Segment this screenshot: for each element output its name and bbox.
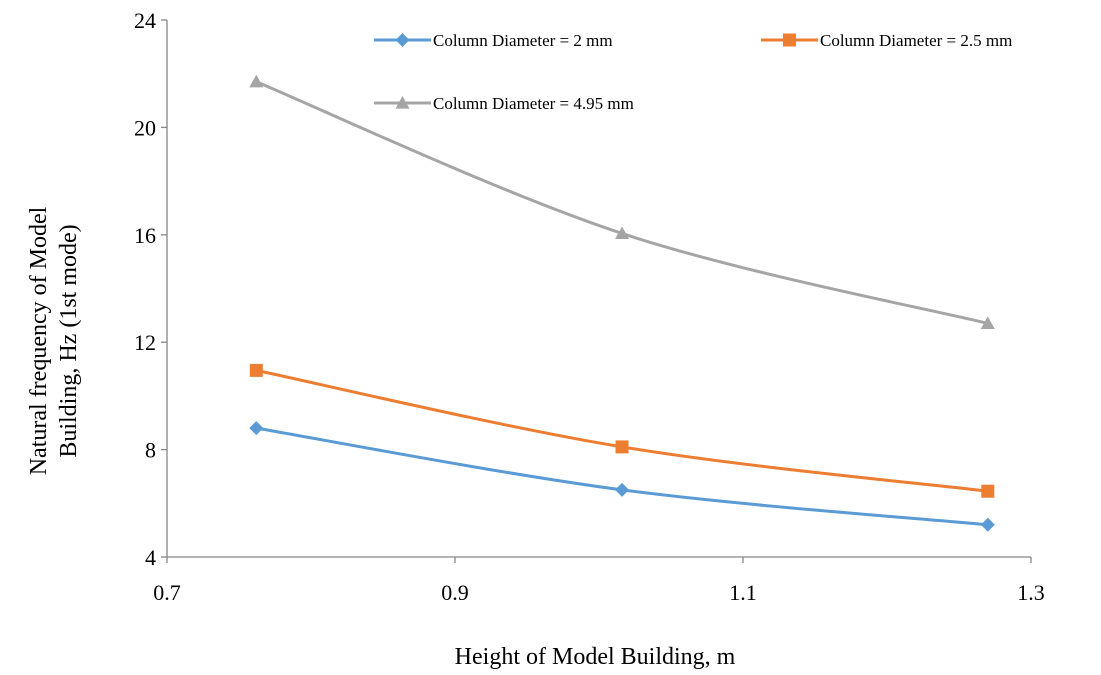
- data-point: [249, 74, 264, 88]
- legend-swatch-marker: [395, 33, 410, 47]
- y-axis-title-line-2: Building, Hz (1st mode): [56, 224, 82, 457]
- series-3: [249, 74, 995, 330]
- data-point: [981, 484, 995, 498]
- data-point: [615, 482, 630, 497]
- y-tick-label: 8: [145, 438, 156, 463]
- series-line: [255, 80, 989, 325]
- x-tick-label: 0.9: [441, 580, 469, 605]
- data-point: [615, 440, 629, 454]
- series-1: [249, 421, 995, 532]
- legend-label: Column Diameter = 2.5 mm: [820, 31, 1012, 50]
- legend-swatch-marker: [783, 33, 796, 47]
- x-axis-title: Height of Model Building, m: [455, 644, 736, 670]
- data-point: [980, 316, 995, 330]
- axes: 4 8 12 16 20 24 0.7 0.9 1.1 1.3: [134, 8, 1045, 605]
- x-tick-label: 0.7: [153, 580, 181, 605]
- y-axis-title-line-1: Natural frequency of Model: [26, 206, 52, 475]
- y-tick-label: 4: [145, 545, 156, 570]
- y-axis-title: Natural frequency of Model Building, Hz …: [26, 206, 82, 475]
- legend-item: Column Diameter = 4.95 mm: [374, 94, 634, 113]
- data-point: [615, 226, 630, 240]
- y-tick-label: 16: [134, 223, 156, 248]
- y-tick-label: 24: [134, 8, 156, 33]
- series-layer: [249, 74, 995, 532]
- data-point: [980, 517, 995, 532]
- x-tick-label: 1.3: [1017, 580, 1045, 605]
- legend-item: Column Diameter = 2 mm: [374, 31, 613, 50]
- data-point: [249, 363, 263, 377]
- data-point: [249, 421, 264, 436]
- series-line: [255, 368, 988, 493]
- legend-label: Column Diameter = 4.95 mm: [433, 94, 634, 113]
- legend-label: Column Diameter = 2 mm: [433, 31, 613, 50]
- y-tick-label: 20: [134, 115, 156, 140]
- legend: Column Diameter = 2 mm Column Diameter = …: [374, 31, 1012, 113]
- y-tick-label: 12: [134, 330, 156, 355]
- x-tick-label: 1.1: [729, 580, 757, 605]
- series-2: [249, 363, 995, 498]
- legend-item: Column Diameter = 2.5 mm: [761, 31, 1012, 50]
- legend-swatch-marker: [395, 96, 410, 109]
